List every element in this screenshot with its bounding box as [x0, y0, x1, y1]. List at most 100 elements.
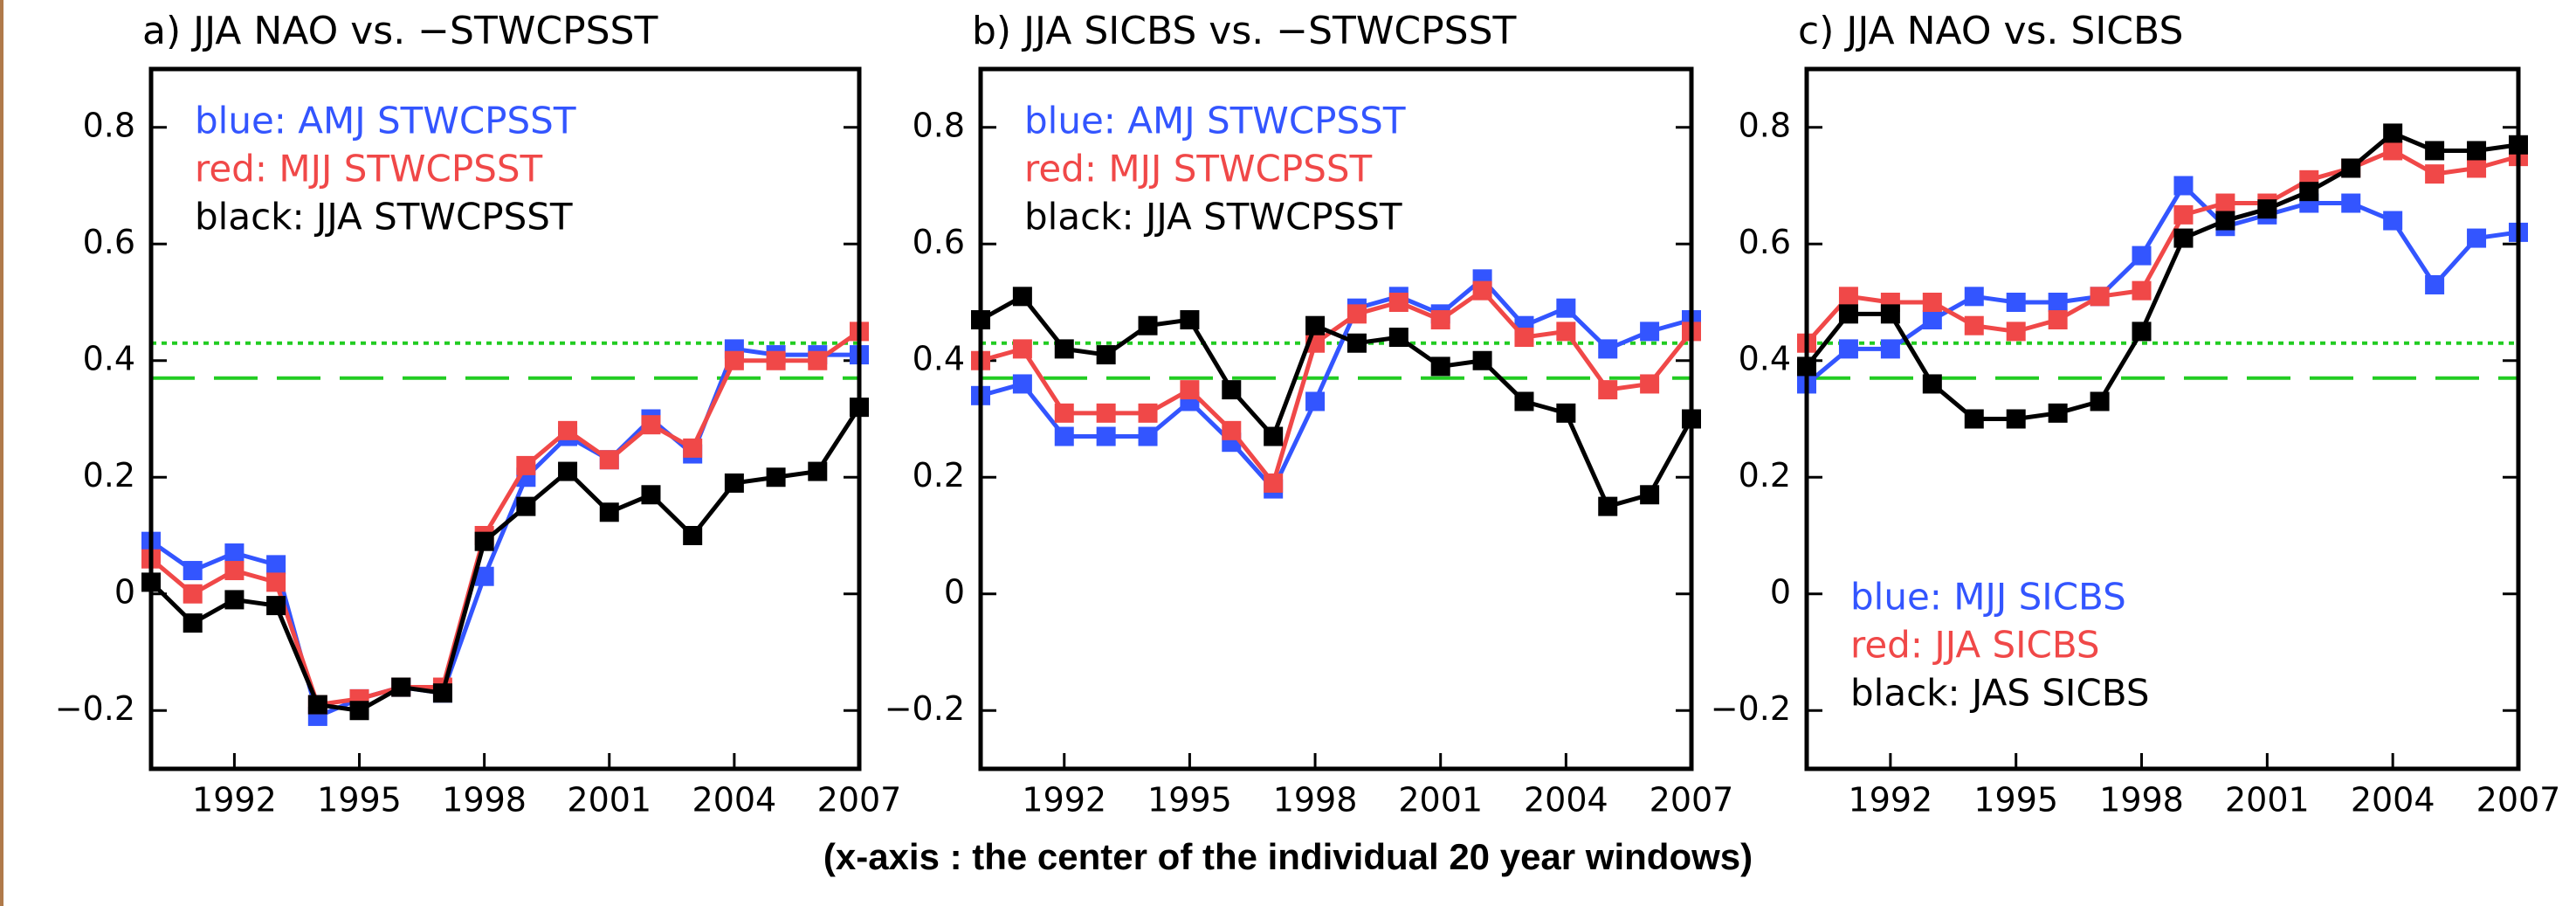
- x-tick-label: 2007: [2476, 781, 2561, 820]
- marker: [2173, 176, 2194, 196]
- plot-frame: [978, 66, 1694, 771]
- marker: [1096, 345, 1116, 365]
- y-tick-label: 0.2: [83, 456, 135, 494]
- y-tick-label: 0.6: [1739, 223, 1791, 261]
- marker: [2048, 403, 2068, 423]
- marker: [2425, 274, 2445, 294]
- marker: [1556, 298, 1576, 318]
- marker: [2383, 141, 2403, 161]
- marker: [1964, 315, 1984, 335]
- marker: [1430, 310, 1450, 330]
- marker: [1922, 293, 1942, 312]
- marker: [1222, 420, 1242, 440]
- chart-title: a) JJA NAO vs. −STWCPSST: [142, 9, 658, 53]
- marker: [558, 461, 578, 481]
- marker: [1180, 380, 1200, 400]
- y-tick-label: 0.2: [1739, 456, 1791, 494]
- y-tick-label: 0.4: [83, 339, 135, 377]
- legend-entry: red: MJJ STWCPSST: [1024, 148, 1373, 190]
- marker: [1054, 339, 1074, 359]
- marker: [474, 566, 494, 586]
- marker: [683, 526, 703, 545]
- marker: [1880, 304, 1900, 324]
- marker: [1305, 315, 1326, 335]
- plot-frame: [148, 66, 862, 771]
- legend-entry: black: JAS SICBS: [1850, 672, 2149, 715]
- marker: [1880, 339, 1900, 359]
- marker: [1096, 403, 1116, 423]
- x-tick-label: 2001: [2225, 781, 2310, 820]
- y-tick-label: 0.4: [913, 339, 965, 377]
- marker: [516, 496, 536, 516]
- marker: [2341, 158, 2361, 178]
- marker: [2090, 391, 2110, 412]
- x-tick-label: 1992: [1022, 781, 1106, 820]
- x-tick-label: 1992: [192, 781, 277, 820]
- marker: [1640, 374, 1660, 394]
- y-tick-label: 0.8: [1739, 106, 1791, 144]
- marker: [641, 415, 661, 435]
- y-tick-label: 0: [944, 572, 965, 611]
- y-tick-label: 0: [114, 572, 135, 611]
- x-tick-label: 1992: [1849, 781, 1933, 820]
- marker: [1556, 403, 1576, 423]
- marker: [808, 461, 828, 481]
- y-tick-label: 0.6: [83, 223, 135, 261]
- marker: [349, 701, 369, 721]
- marker: [2425, 141, 2445, 161]
- y-tick-label: 0.4: [1739, 339, 1791, 377]
- marker: [683, 438, 703, 458]
- marker: [266, 572, 286, 592]
- marker: [1514, 328, 1534, 348]
- x-tick-label: 2001: [567, 781, 651, 820]
- marker: [808, 350, 828, 370]
- legend-entry: black: JJA STWCPSST: [195, 196, 573, 239]
- marker: [1096, 426, 1116, 446]
- x-tick-label: 2004: [1524, 781, 1608, 820]
- marker: [2215, 211, 2235, 231]
- marker: [2383, 211, 2403, 231]
- marker: [2383, 123, 2403, 143]
- marker: [1556, 322, 1576, 342]
- y-tick-label: 0.8: [83, 106, 135, 144]
- marker: [183, 561, 203, 581]
- marker: [2132, 322, 2152, 342]
- marker: [2299, 182, 2319, 202]
- marker: [1054, 403, 1074, 423]
- series-line: [149, 329, 861, 708]
- marker: [1838, 339, 1858, 359]
- marker: [1640, 322, 1660, 342]
- marker: [1388, 328, 1409, 348]
- marker: [766, 467, 786, 488]
- marker: [1598, 380, 1618, 400]
- marker: [2006, 409, 2026, 429]
- x-tick-label: 1998: [442, 781, 527, 820]
- x-tick-label: 1998: [2099, 781, 2184, 820]
- marker: [2215, 193, 2235, 213]
- marker: [1472, 280, 1492, 301]
- marker: [1138, 403, 1158, 423]
- y-tick-label: 0: [1770, 572, 1791, 611]
- marker: [183, 584, 203, 604]
- marker: [1264, 473, 1284, 493]
- marker: [1922, 310, 1942, 330]
- marker: [1347, 304, 1367, 324]
- marker: [1472, 350, 1492, 370]
- legend-entry: blue: MJJ SICBS: [1850, 576, 2126, 619]
- y-tick-label: −0.2: [55, 689, 135, 728]
- marker: [1430, 356, 1450, 377]
- x-tick-label: 1995: [1147, 781, 1232, 820]
- marker: [1054, 426, 1074, 446]
- marker: [266, 555, 286, 575]
- marker: [558, 420, 578, 440]
- marker: [2006, 322, 2026, 342]
- x-tick-label: 2007: [1650, 781, 1734, 820]
- series-line: [1805, 130, 2519, 421]
- marker: [391, 677, 411, 697]
- series-line: [149, 346, 859, 720]
- x-tick-label: 2001: [1398, 781, 1483, 820]
- x-tick-label: 1995: [1973, 781, 2058, 820]
- marker: [2132, 280, 2152, 301]
- marker: [1012, 339, 1032, 359]
